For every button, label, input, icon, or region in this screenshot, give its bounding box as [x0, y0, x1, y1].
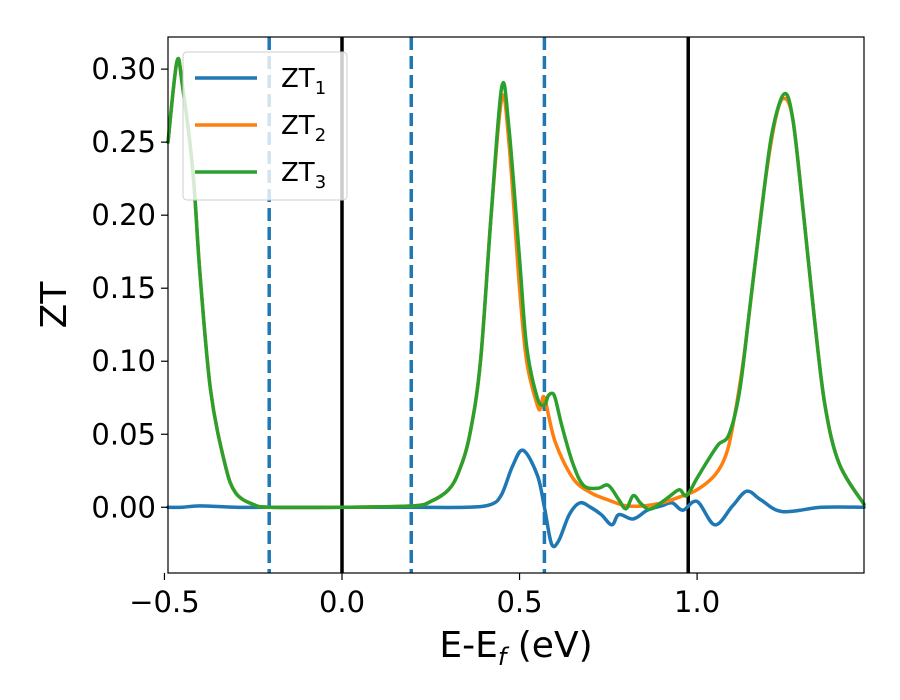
legend-label-zt1: ZT1: [281, 64, 326, 99]
y-tick-label: 0.15: [91, 271, 156, 305]
y-tick-label: 0.25: [91, 125, 156, 159]
x-axis-label: E-Ef (eV): [439, 625, 592, 671]
y-tick-label: 0.00: [91, 490, 156, 524]
legend-label-zt2: ZT2: [281, 111, 326, 146]
series-line-zt3: [166, 56, 866, 511]
legend: ZT1 ZT2 ZT3: [182, 51, 348, 201]
legend-box: [182, 51, 348, 201]
y-tick-label: 0.10: [91, 344, 156, 378]
x-tick-label: 0.0: [319, 585, 365, 619]
x-tick-label: 1.0: [674, 585, 720, 619]
y-axis: 0.00 0.05 0.10 0.15 0.20 0.25 0.30: [91, 52, 168, 524]
x-tick-label: −0.5: [129, 585, 199, 619]
plot-frame: [167, 36, 865, 574]
y-tick-label: 0.30: [91, 52, 156, 86]
legend-label-zt3: ZT3: [281, 158, 326, 193]
series-line-zt1: [166, 448, 866, 549]
series-layer: [166, 56, 866, 549]
x-axis: −0.5 0.0 0.5 1.0: [129, 573, 720, 619]
y-tick-label: 0.20: [91, 198, 156, 232]
x-tick-label: 0.5: [496, 585, 542, 619]
y-axis-label: ZT: [34, 281, 75, 329]
y-tick-label: 0.05: [91, 417, 156, 451]
